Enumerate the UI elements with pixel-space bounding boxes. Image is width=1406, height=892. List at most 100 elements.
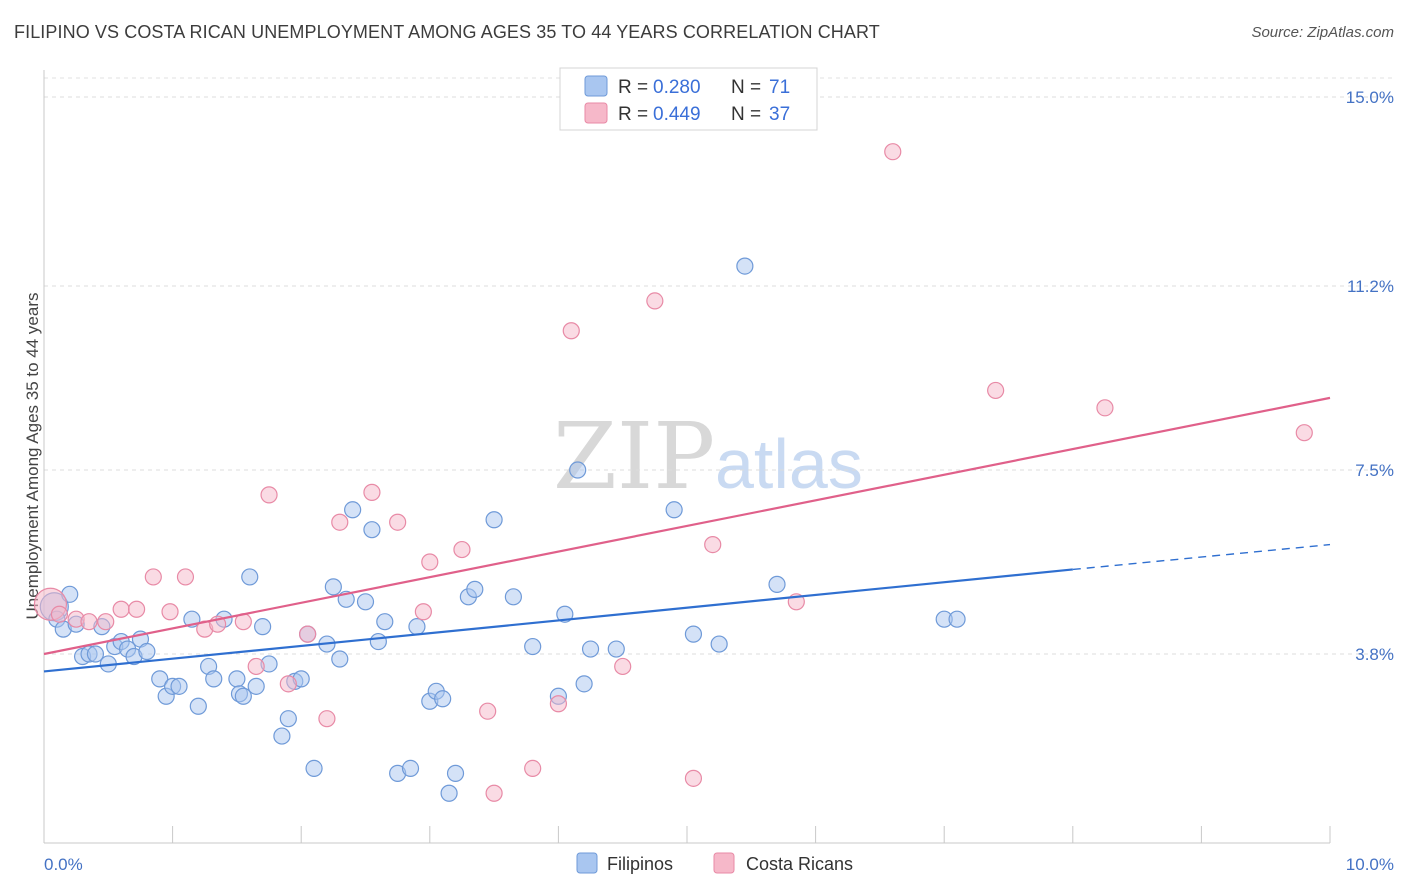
data-point [170, 677, 188, 695]
bottom-swatch-costa-ricans [713, 852, 735, 874]
data-point [260, 486, 278, 504]
data-point [144, 568, 162, 586]
data-point [446, 764, 465, 782]
data-point [305, 759, 323, 778]
data-point [524, 637, 542, 656]
grid-lines [44, 77, 1394, 655]
data-point [151, 670, 169, 688]
legend-r-value-2: 0.449 [653, 104, 701, 125]
data-point [556, 605, 574, 623]
source-label: Source: ZipAtlas.com [1251, 24, 1394, 41]
data-point [363, 521, 381, 539]
data-point [575, 675, 593, 693]
data-point [684, 625, 703, 643]
data-point [324, 578, 342, 596]
data-point [768, 575, 786, 593]
legend-n-label-1: N = [731, 77, 761, 98]
data-point [421, 553, 439, 571]
data-point [299, 625, 317, 643]
data-point [884, 143, 902, 161]
data-point [161, 603, 179, 621]
data-point [389, 513, 407, 531]
legend-r-label-2: R = [618, 104, 648, 125]
y-tick-label: 11.2% [1347, 277, 1394, 296]
data-point [127, 600, 146, 618]
data-point [614, 657, 632, 676]
trend-line-extension [1072, 543, 1331, 571]
data-point [138, 642, 156, 661]
data-point [356, 593, 375, 611]
data-point [401, 759, 420, 778]
data-point [318, 710, 336, 728]
watermark-atlas: atlas [715, 425, 863, 503]
data-point [247, 677, 265, 695]
data-point [86, 645, 105, 663]
data-point [408, 618, 426, 636]
data-point [440, 784, 458, 802]
data-point [205, 670, 223, 688]
legend-r-label-1: R = [618, 77, 648, 98]
watermark-zip: ZIP [553, 403, 715, 510]
data-point [524, 759, 542, 778]
trend-lines [43, 396, 1331, 673]
y-tick-label: 7.5% [1355, 461, 1394, 480]
data-point [279, 675, 297, 693]
data-point [549, 695, 568, 713]
data-point [241, 568, 259, 586]
legend-swatch-filipinos [584, 75, 608, 97]
data-point [279, 710, 297, 728]
data-point [376, 613, 394, 631]
y-tick-label: 15.0% [1346, 88, 1394, 107]
data-point [987, 381, 1005, 400]
data-point [112, 600, 130, 618]
data-point [434, 690, 452, 708]
series-legend: Filipinos Costa Ricans [576, 852, 853, 874]
data-point [369, 632, 387, 651]
x-ticks [43, 826, 1331, 843]
data-point [453, 540, 471, 559]
data-point [50, 605, 69, 623]
data-point [189, 697, 207, 715]
bottom-swatch-filipinos [576, 852, 598, 874]
data-point [466, 580, 484, 598]
data-point [1096, 399, 1114, 417]
data-point [344, 501, 362, 519]
data-point [247, 657, 265, 676]
data-point [1295, 424, 1313, 442]
legend-n-label-2: N = [731, 104, 761, 125]
data-point [331, 513, 349, 531]
data-point [710, 635, 728, 653]
x-tick-label-min: 0.0% [44, 855, 83, 874]
scatter-points [33, 143, 1313, 802]
data-point [581, 640, 600, 658]
data-point [562, 322, 580, 340]
data-point [273, 727, 291, 745]
data-point [684, 769, 703, 787]
data-point [363, 483, 381, 501]
data-point [234, 687, 252, 705]
data-point [228, 670, 246, 688]
trend-line-costa-ricans [43, 396, 1331, 656]
trend-line-filipinos [43, 568, 1073, 673]
data-point [254, 618, 272, 636]
data-point [646, 292, 664, 310]
legend-n-value-1: 71 [769, 77, 790, 98]
y-axis-title: Unemployment Among Ages 35 to 44 years [23, 293, 42, 620]
data-point [504, 588, 522, 606]
data-point [331, 650, 349, 668]
correlation-legend: R = 0.280 N = 71 R = 0.449 N = 37 [559, 67, 818, 131]
data-point [704, 535, 722, 554]
series-costa-ricans [33, 143, 1313, 802]
data-point [948, 610, 966, 628]
bottom-legend-costa-ricans: Costa Ricans [746, 854, 853, 874]
data-point [485, 784, 503, 802]
data-point [414, 603, 432, 621]
data-point [479, 702, 497, 720]
legend-r-value-1: 0.280 [653, 77, 701, 98]
y-tick-label: 3.8% [1355, 645, 1394, 664]
bottom-legend-filipinos: Filipinos [607, 854, 673, 874]
legend-n-value-2: 37 [769, 104, 790, 125]
data-point [665, 501, 683, 519]
data-point [176, 568, 195, 586]
data-point [607, 640, 625, 658]
